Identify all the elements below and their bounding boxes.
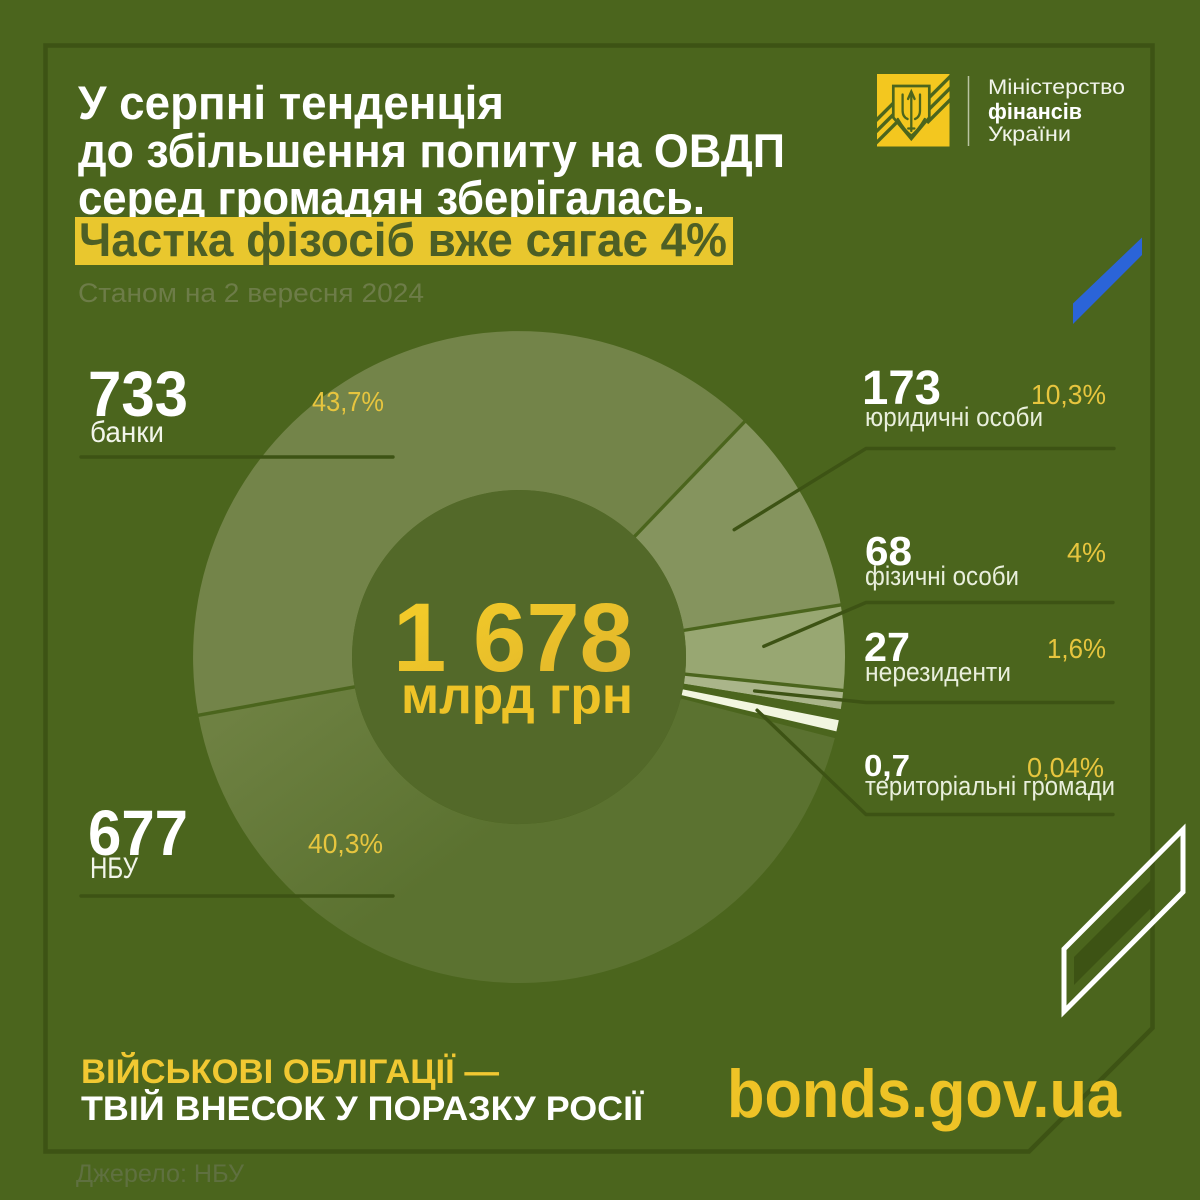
svg-text:банки: банки xyxy=(90,416,164,449)
svg-text:НБУ: НБУ xyxy=(90,852,139,885)
svg-text:серед громадян зберігалась.: серед громадян зберігалась. xyxy=(78,171,705,224)
svg-text:Станом на 2 вересня 2024: Станом на 2 вересня 2024 xyxy=(78,278,424,308)
svg-text:ВІЙСЬКОВІ ОБЛІГАЦІЇ —: ВІЙСЬКОВІ ОБЛІГАЦІЇ — xyxy=(81,1052,499,1091)
svg-text:Частка фізосіб вже сягає 4%: Частка фізосіб вже сягає 4% xyxy=(79,213,727,266)
svg-text:677: 677 xyxy=(88,797,188,869)
svg-text:фізичні особи: фізичні особи xyxy=(865,561,1019,591)
svg-text:43,7%: 43,7% xyxy=(312,386,384,417)
svg-text:нерезиденти: нерезиденти xyxy=(865,657,1011,687)
svg-text:Міністерство: Міністерство xyxy=(988,76,1125,99)
svg-text:до збільшення попиту на ОВДП: до збільшення попиту на ОВДП xyxy=(78,124,785,177)
svg-text:733: 733 xyxy=(88,358,188,430)
svg-text:1 678: 1 678 xyxy=(393,583,633,692)
svg-text:0,04%: 0,04% xyxy=(1027,752,1104,783)
svg-text:Джерело: НБУ: Джерело: НБУ xyxy=(76,1160,244,1188)
svg-text:bonds.gov.ua: bonds.gov.ua xyxy=(727,1056,1122,1132)
svg-text:млрд грн: млрд грн xyxy=(401,667,633,725)
svg-text:10,3%: 10,3% xyxy=(1031,379,1106,410)
svg-text:173: 173 xyxy=(862,362,941,415)
svg-text:27: 27 xyxy=(864,624,910,670)
svg-text:України: України xyxy=(988,123,1071,146)
svg-text:4%: 4% xyxy=(1067,537,1106,568)
svg-text:68: 68 xyxy=(865,528,912,574)
svg-text:фінансів: фінансів xyxy=(988,99,1082,124)
svg-text:40,3%: 40,3% xyxy=(308,828,383,859)
svg-text:юридичні особи: юридичні особи xyxy=(865,402,1043,432)
svg-text:ТВІЙ ВНЕСОК У ПОРАЗКУ РОСІЇ: ТВІЙ ВНЕСОК У ПОРАЗКУ РОСІЇ xyxy=(81,1089,645,1128)
svg-text:0,7: 0,7 xyxy=(864,748,910,783)
svg-text:1,6%: 1,6% xyxy=(1047,633,1106,664)
svg-text:територіальні громади: територіальні громади xyxy=(865,771,1115,801)
svg-text:У серпні тенденція: У серпні тенденція xyxy=(78,76,504,129)
